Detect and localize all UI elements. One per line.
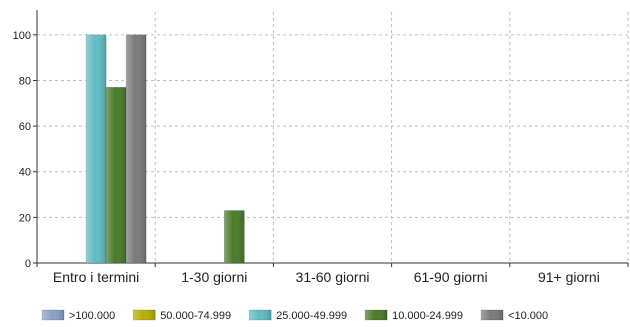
legend-label: <10.000 (508, 310, 548, 322)
bar-shading (106, 87, 127, 263)
bars (85, 34, 245, 264)
x-category-label: 1-30 giorni (181, 269, 247, 285)
legend-swatch-shading (42, 310, 64, 320)
y-tick-label: 60 (19, 121, 31, 133)
legend: >100.000 50.000-74.999 25.000-49.999 10.000… (41, 309, 548, 322)
y-tick-label: 20 (19, 212, 31, 224)
bar-shading (86, 34, 107, 264)
legend-label: >100.000 (69, 310, 115, 322)
bar-shading (224, 210, 245, 263)
x-category-label: 61-90 giorni (414, 269, 488, 285)
legend-label: 50.000-74.999 (160, 310, 231, 322)
x-category-label: 31-60 giorni (296, 269, 370, 285)
legend-label: 25.000-49.999 (276, 310, 347, 322)
legend-swatch-shading (481, 310, 504, 320)
y-tick-label: 100 (13, 30, 31, 42)
y-tick-label: 0 (25, 258, 31, 270)
y-tick-label: 40 (19, 167, 31, 179)
y-tick-label: 80 (19, 75, 31, 87)
x-category-label: 91+ giorni (538, 269, 600, 285)
x-category-label: Entro i termini (53, 269, 139, 285)
legend-swatch-shading (365, 310, 388, 320)
legend-swatch-shading (133, 310, 156, 320)
legend-swatch-shading (249, 310, 272, 320)
legend-label: 10.000-24.999 (392, 310, 463, 322)
axis-labels: 0 20 40 60 80 100 Entro i termini 1-30 giorni 31… (13, 30, 600, 285)
bar-shading (126, 34, 147, 264)
